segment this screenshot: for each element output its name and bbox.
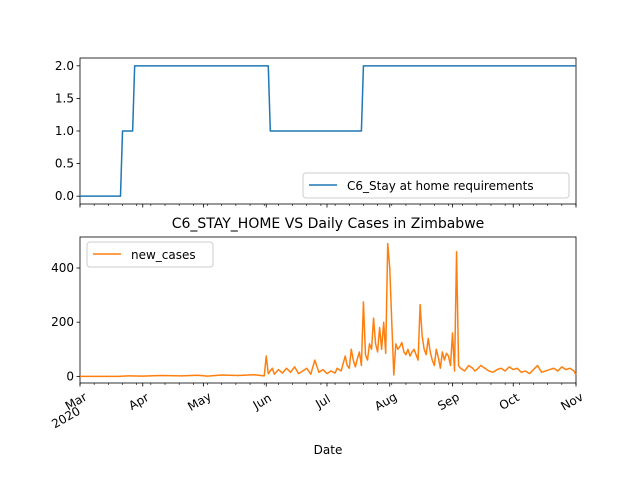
bottom-series xyxy=(80,242,577,378)
series-line-new-cases xyxy=(80,242,577,378)
top-x-axis xyxy=(79,204,577,208)
top-legend-label: C6_Stay at home requirements xyxy=(347,179,534,193)
y-tick-label: 0.5 xyxy=(55,157,74,171)
x-tick-label: Jul xyxy=(312,392,332,412)
top-panel: 0.0 0.5 1.0 1.5 2.0 C6_Stay at home requirem… xyxy=(55,57,577,208)
y-tick-label: 1.5 xyxy=(55,91,74,105)
y-tick-label: 1.0 xyxy=(55,124,74,138)
top-y-axis: 0.0 0.5 1.0 1.5 2.0 xyxy=(55,59,80,203)
top-series xyxy=(80,65,576,197)
x-axis-title: Date xyxy=(314,443,343,457)
bottom-legend: new_cases xyxy=(86,241,214,268)
bottom-y-axis: 0 200 400 xyxy=(51,261,80,383)
bottom-legend-box xyxy=(86,241,214,268)
y-tick-label: 200 xyxy=(51,315,74,329)
bottom-legend-label: new_cases xyxy=(131,248,196,262)
top-legend-box xyxy=(302,172,570,199)
y-tick-label: 0.0 xyxy=(55,189,74,203)
chart-title: C6_STAY_HOME VS Daily Cases in Zimbabwe xyxy=(172,216,485,232)
y-tick-label: 400 xyxy=(51,261,74,275)
bottom-plot-frame xyxy=(79,236,577,384)
y-tick-label: 2.0 xyxy=(55,59,74,73)
series-line-c6-stay-at-home-requirements xyxy=(80,65,576,197)
top-legend: C6_Stay at home requirements xyxy=(302,172,570,199)
y-tick-label: 0 xyxy=(66,369,74,383)
